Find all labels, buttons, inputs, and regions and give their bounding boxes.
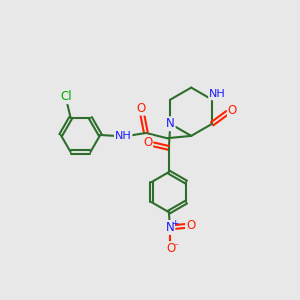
Text: N: N	[166, 221, 174, 234]
Text: NH: NH	[115, 131, 132, 142]
Text: ⁻: ⁻	[173, 242, 178, 252]
Text: O: O	[143, 136, 152, 149]
Text: Cl: Cl	[61, 90, 72, 103]
Text: +: +	[171, 219, 178, 228]
Text: O: O	[228, 104, 237, 117]
Text: O: O	[137, 102, 146, 115]
Text: O: O	[186, 219, 195, 232]
Text: NH: NH	[209, 89, 226, 99]
Text: N: N	[166, 117, 175, 130]
Text: O: O	[166, 242, 175, 255]
